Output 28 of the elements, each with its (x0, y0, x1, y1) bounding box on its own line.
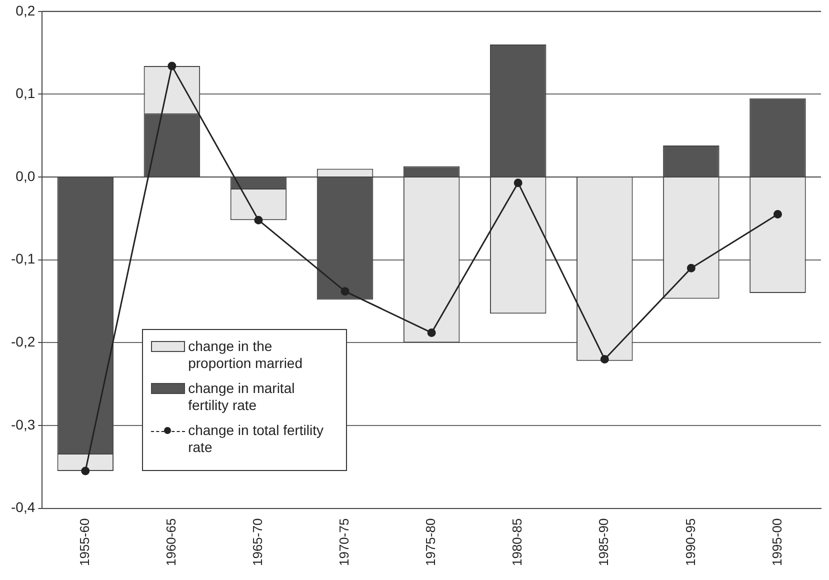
point (340, 287, 350, 296)
legend-label: change in total fertility rate (188, 422, 325, 456)
point (168, 62, 176, 70)
point (686, 264, 696, 272)
point (427, 328, 436, 337)
y-tick-label: -0,1 (11, 250, 36, 267)
x-tick-label: 1965-70 (250, 518, 266, 566)
x-tick-label: 1985-90 (596, 518, 612, 566)
x-tick-label: 1995-00 (769, 518, 784, 566)
x-tick-label: 1955-60 (76, 518, 92, 566)
x-tick-label: 1970-75 (336, 518, 352, 566)
y-tick-label: 0,2 (16, 2, 36, 18)
point (773, 210, 782, 219)
point (81, 466, 90, 476)
legend-label: change in the proportion married (188, 338, 304, 372)
point (600, 354, 609, 364)
y-tick-label: -0,4 (11, 499, 36, 516)
x-tick-label: 1990-95 (682, 518, 698, 566)
x-tick-label: 1960-65 (164, 518, 179, 566)
point (514, 178, 522, 188)
point (254, 216, 263, 224)
x-tick-label: 1980-85 (510, 518, 525, 566)
y-tick-label: 0,1 (16, 85, 36, 102)
legend-label: change in marital fertility rate (188, 380, 296, 414)
x-tick-label: 1975-80 (423, 518, 438, 566)
y-tick-label: -0,2 (11, 334, 36, 350)
y-tick-label: -0,3 (11, 416, 36, 432)
y-tick-label: 0,0 (16, 168, 36, 184)
